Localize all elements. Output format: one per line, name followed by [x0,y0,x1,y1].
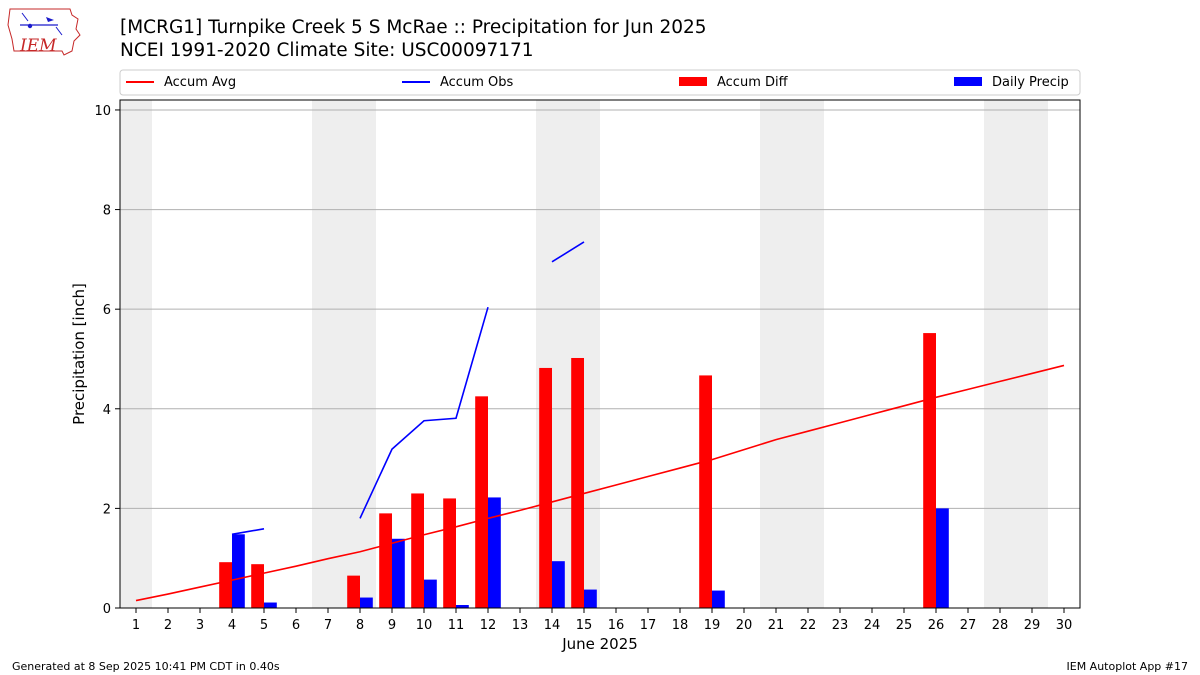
accum-diff-bar [923,333,936,608]
x-tick-label: 3 [196,618,204,633]
daily-precip-bar [488,497,501,608]
daily-precip-bar [360,597,373,608]
accum-diff-bar [411,493,424,608]
weekend-band [120,100,152,608]
y-axis-ticks: 0 2 4 6 8 10 [94,104,120,617]
daily-precip-bar [232,534,245,608]
accum-diff-bar [443,498,456,608]
x-tick-label: 20 [736,618,753,633]
daily-precip-bar [264,602,277,608]
daily-precip-bar [712,590,725,608]
accum-diff-bar [347,575,360,608]
accum-diff-bar [379,513,392,608]
x-tick-label: 24 [864,618,881,633]
x-tick-label: 10 [416,618,433,633]
y-tick-label: 8 [103,204,111,219]
iem-logo: IEM [6,5,82,63]
legend-daily-precip-swatch [954,77,982,86]
lines [135,241,1065,602]
x-tick-label: 8 [356,618,364,633]
accum-diff-bar [571,357,584,608]
x-tick-label: 23 [832,618,849,633]
weekend-band [984,100,1048,608]
iowa-outline [7,8,81,56]
x-tick-label: 18 [672,618,689,633]
accum-avg-line [135,364,1065,602]
legend-accum-obs-label: Accum Obs [440,75,513,90]
chart-subtitle: NCEI 1991-2020 Climate Site: USC00097171 [120,40,534,61]
x-tick-label: 27 [960,618,977,633]
x-tick-label: 11 [448,618,465,633]
footer-generated: Generated at 8 Sep 2025 10:41 PM CDT in … [12,660,280,673]
x-axis-label: June 2025 [561,635,638,653]
accum-diff-bar [251,564,264,608]
weekend-shading [120,100,1048,608]
x-tick-label: 15 [576,618,593,633]
x-tick-label: 9 [388,618,396,633]
x-tick-label: 12 [480,618,497,633]
x-tick-label: 7 [324,618,332,633]
accum-obs-line [359,306,489,519]
daily-precip-bar [456,605,469,608]
legend-box [119,69,1081,96]
x-tick-label: 5 [260,618,268,633]
x-tick-label: 14 [544,618,561,633]
x-tick-label: 6 [292,618,300,633]
y-tick-label: 2 [103,502,111,517]
y-tick-label: 4 [103,403,111,418]
chart-title: [MCRG1] Turnpike Creek 5 S McRae :: Prec… [120,17,707,38]
x-tick-label: 30 [1056,618,1073,633]
x-tick-label: 25 [896,618,913,633]
x-tick-label: 22 [800,618,817,633]
legend: Accum Avg Accum Obs Accum Diff Daily Precip [119,69,1081,96]
x-tick-label: 2 [164,618,172,633]
daily-precip-bar [424,579,437,608]
x-tick-label: 16 [608,618,625,633]
y-tick-label: 0 [103,602,111,617]
footer-app: IEM Autoplot App #17 [1066,660,1189,673]
x-axis-ticks: 1 2 3 4 5 6 7 8 9 10 11 12 13 14 15 16 17 18 19 20 21 22 23 24 2… [132,608,1072,633]
x-tick-label: 26 [928,618,945,633]
daily-precip-bar [392,538,405,608]
bars [219,333,949,608]
x-tick-label: 1 [132,618,140,633]
plot-frame [119,99,1081,609]
y-tick-label: 10 [94,104,111,119]
x-tick-label: 19 [704,618,721,633]
legend-accum-diff-label: Accum Diff [717,75,789,90]
logo-text: IEM [19,36,57,56]
x-tick-label: 4 [228,618,236,633]
daily-precip-bar [936,508,949,608]
accum-obs-line [551,241,585,263]
accum-diff-bar [219,562,232,608]
accum-diff-bar [699,375,712,608]
accum-diff-bar [539,367,552,608]
daily-precip-bar [552,561,565,608]
y-axis-label: Precipitation [inch] [70,283,88,425]
x-tick-label: 28 [992,618,1009,633]
x-tick-label: 13 [512,618,529,633]
legend-accum-avg-label: Accum Avg [164,75,236,90]
weekend-band [312,100,376,608]
legend-daily-precip-label: Daily Precip [992,75,1069,90]
x-tick-label: 29 [1024,618,1041,633]
legend-accum-diff-swatch [679,77,707,86]
daily-precip-bar [584,589,597,608]
x-tick-label: 21 [768,618,785,633]
weekend-band [760,100,824,608]
x-tick-label: 17 [640,618,657,633]
y-tick-label: 6 [103,303,111,318]
accum-diff-bar [475,396,488,608]
accum-obs-line [231,528,265,536]
